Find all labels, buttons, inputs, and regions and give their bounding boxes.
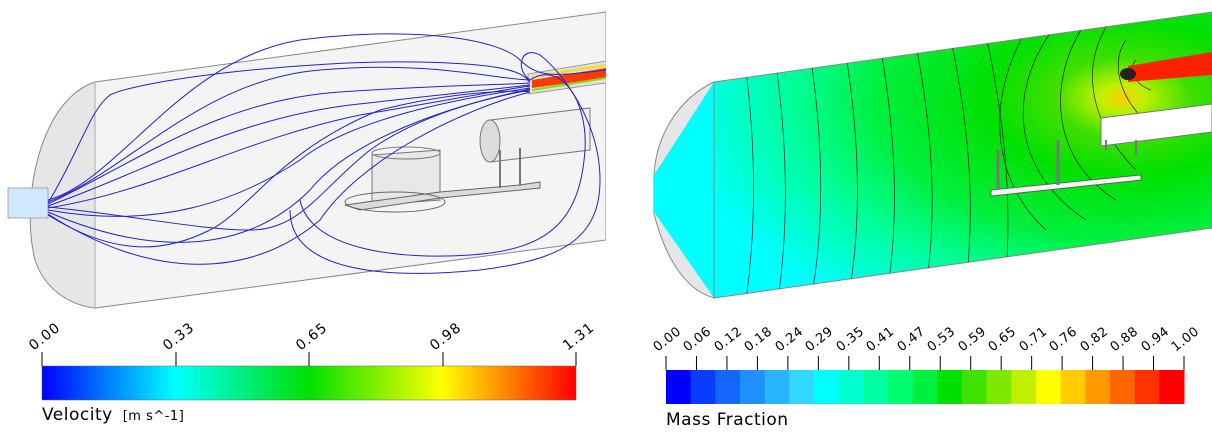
- colorbar-band: [764, 370, 790, 404]
- colorbar-band: [789, 370, 815, 404]
- colorbar-band: [912, 370, 938, 404]
- colorbar-band: [1085, 370, 1111, 404]
- mass-fraction-contour-render: [653, 11, 1212, 299]
- colorbar-band: [715, 370, 741, 404]
- mf-internal-plate: [990, 174, 1142, 197]
- velocity-streamline-render: [7, 11, 606, 309]
- mf-inlet-region: [654, 82, 714, 298]
- colorbar-band: [1036, 370, 1062, 404]
- colorbar-band: [838, 370, 864, 404]
- velocity-unit: [m s^-1]: [122, 409, 185, 424]
- colorbar-band: [1060, 370, 1086, 404]
- mass-fraction-colorbar: [665, 356, 1185, 404]
- velocity-streamline-panel: 0.00 0.33 0.65 0.98 1.31 Velocity [m s^-1…: [7, 11, 606, 425]
- colorbar-band: [937, 370, 963, 404]
- internal-plate: [344, 181, 541, 211]
- streamlines: [47, 33, 606, 274]
- colorbar-band: [986, 370, 1012, 404]
- mass-fraction-legend-title: Mass Fraction: [666, 410, 789, 430]
- velocity-legend-title: Velocity [m s^-1]: [42, 405, 184, 425]
- velocity-colorbar: [41, 352, 577, 401]
- colorbar-band: [1011, 370, 1037, 404]
- colorbar-band: [690, 370, 716, 404]
- colorbar-band: [863, 370, 889, 404]
- colorbar-band: [666, 370, 692, 404]
- colorbar-band: [1159, 370, 1185, 404]
- mf-internal-tube: [1100, 103, 1212, 147]
- colorbar-band: [740, 370, 766, 404]
- velocity-title: Velocity: [42, 405, 113, 425]
- mass-fraction-title: Mass Fraction: [666, 410, 789, 430]
- colorbar-band: [888, 370, 914, 404]
- mf-domain-body: [713, 11, 1212, 299]
- colorbar-band: [1110, 370, 1136, 404]
- internal-baffle: [371, 149, 441, 206]
- colorbar-band: [814, 370, 840, 404]
- mass-fraction-contour-panel: 0.00 0.06 0.12 0.18 0.24 0.29 0.35 0.41 0.47 0.53…: [606, 0, 1212, 432]
- mf-jet: [1128, 52, 1212, 82]
- inlet-pipe: [7, 187, 49, 219]
- colorbar-band: [1134, 370, 1160, 404]
- colorbar-band: [962, 370, 988, 404]
